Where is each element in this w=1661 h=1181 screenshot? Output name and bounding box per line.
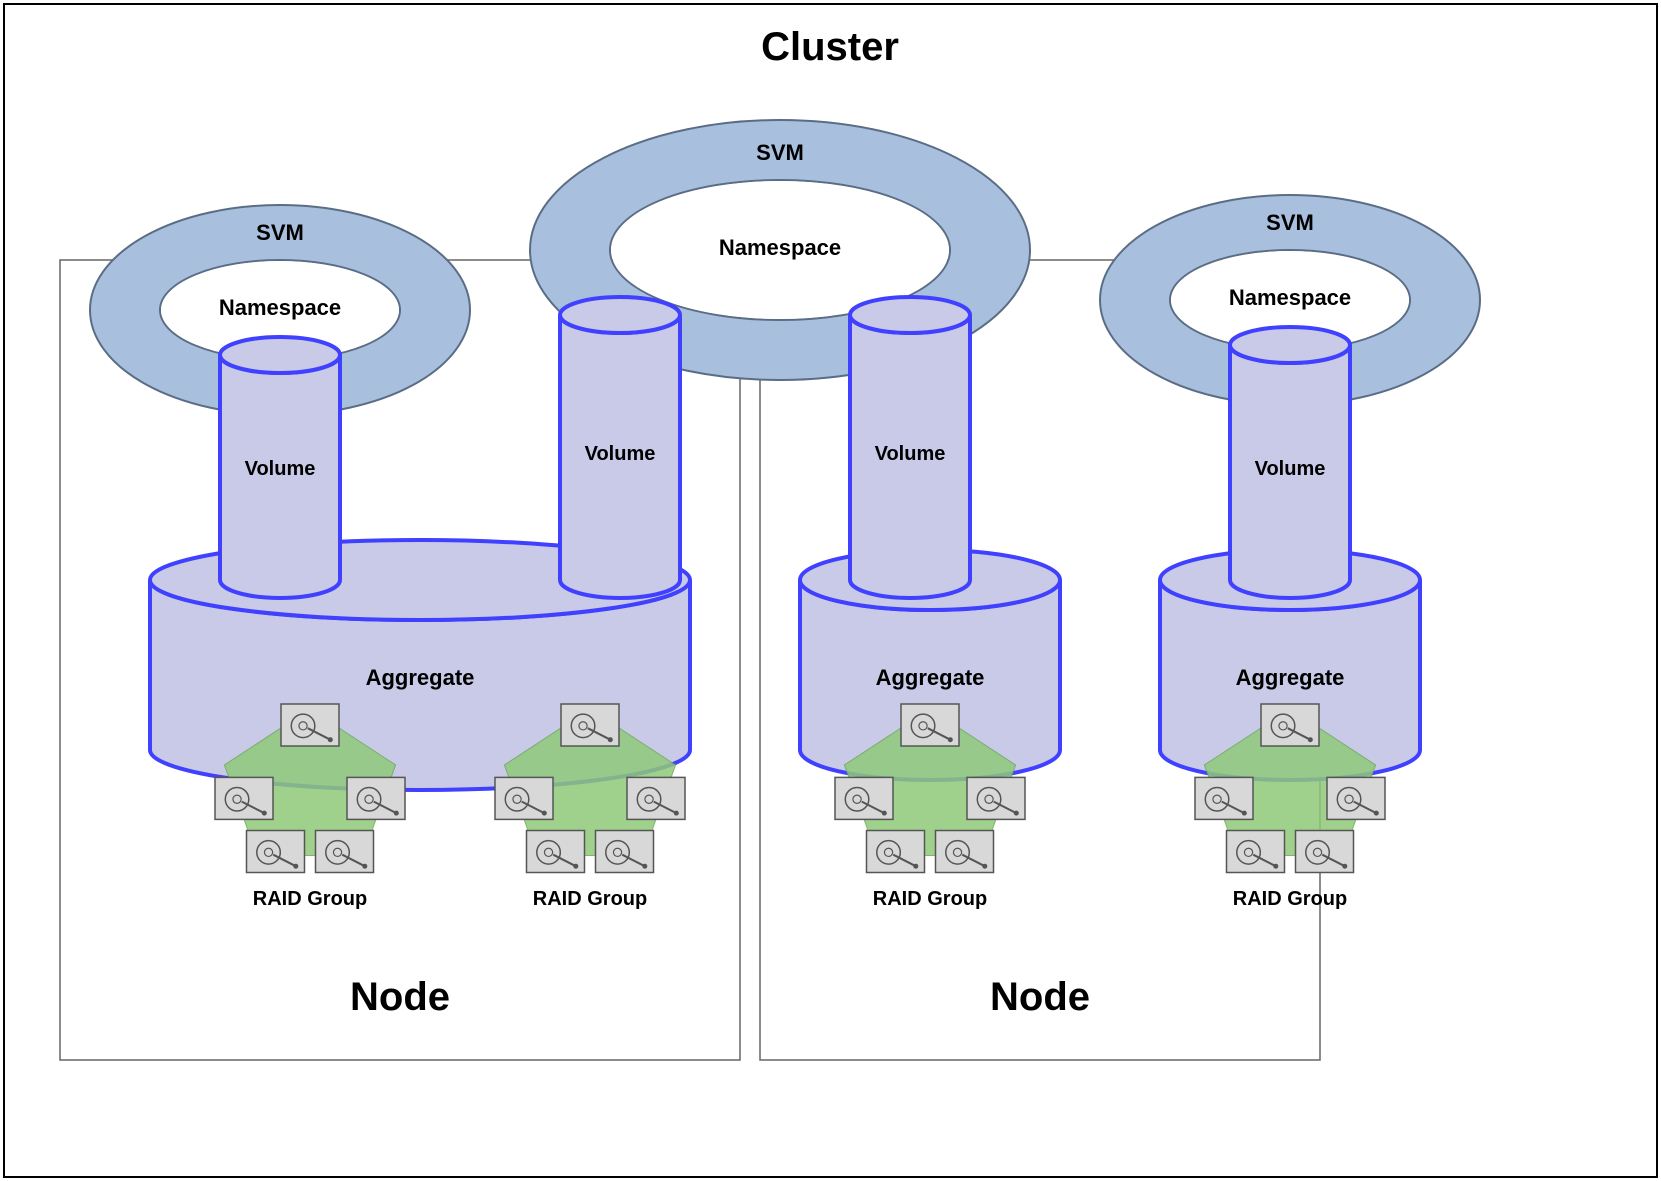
disk-icon [1261,704,1319,746]
aggregate-label: Aggregate [366,665,475,690]
volume-label: Volume [245,458,316,480]
volume-label: Volume [1255,458,1326,480]
cluster-title: Cluster [761,25,899,69]
disk-icon [1296,831,1354,873]
svm-label: SVM [756,140,804,165]
disk-icon [901,704,959,746]
aggregate-label: Aggregate [1236,665,1345,690]
node-label-1: Node [990,975,1090,1019]
disk-icon [347,777,405,819]
disk-icon [495,777,553,819]
disk-icon [561,704,619,746]
disk-icon [627,777,685,819]
disk-icon [316,831,374,873]
volume-label: Volume [585,443,656,465]
raid-group-label: RAID Group [1233,888,1347,910]
volume-3: Volume [1230,327,1350,598]
namespace-label: Namespace [719,235,841,260]
volume-2: Volume [850,297,970,598]
raid-group-label: RAID Group [253,888,367,910]
disk-icon [527,831,585,873]
disk-icon [596,831,654,873]
raid-group-label: RAID Group [533,888,647,910]
svm-label: SVM [1266,210,1314,235]
disk-icon [867,831,925,873]
svm-label: SVM [256,220,304,245]
aggregate-label: Aggregate [876,665,985,690]
disk-icon [247,831,305,873]
volume-0: Volume [220,337,340,598]
disk-icon [1195,777,1253,819]
disk-icon [967,777,1025,819]
cluster-diagram: Cluster SVM Namespace SVM Namespace SVM Namesp… [0,0,1661,1181]
disk-icon [1227,831,1285,873]
namespace-label: Namespace [1229,285,1351,310]
disk-icon [1327,777,1385,819]
namespace-label: Namespace [219,295,341,320]
node-label-0: Node [350,975,450,1019]
volume-1: Volume [560,297,680,598]
disk-icon [936,831,994,873]
disk-icon [281,704,339,746]
raid-group-label: RAID Group [873,888,987,910]
disk-icon [835,777,893,819]
volume-label: Volume [875,443,946,465]
disk-icon [215,777,273,819]
